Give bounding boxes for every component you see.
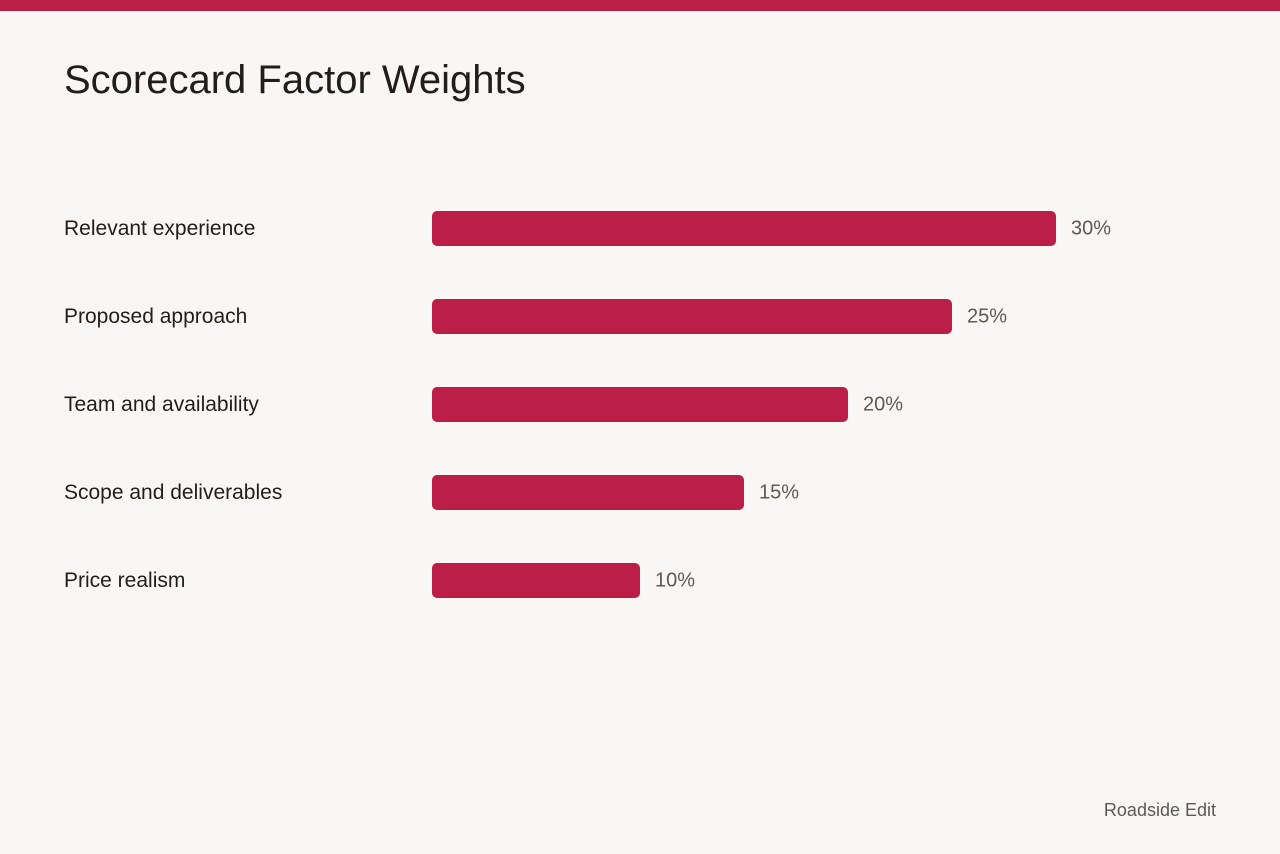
- bar: [432, 475, 744, 510]
- category-label: Team and availability: [64, 393, 259, 416]
- bar: [432, 387, 848, 422]
- value-label: 20%: [863, 394, 903, 416]
- category-label: Price realism: [64, 569, 185, 592]
- category-label: Scope and deliverables: [64, 481, 282, 504]
- bar: [432, 211, 1056, 246]
- bar: [432, 299, 952, 334]
- bar: [432, 563, 640, 598]
- top-accent-bar: [0, 0, 1280, 11]
- category-label: Relevant experience: [64, 217, 255, 240]
- value-label: 10%: [655, 570, 695, 592]
- footer-credit: Roadside Edit: [1103, 800, 1216, 820]
- value-label: 25%: [967, 306, 1007, 328]
- value-label: 30%: [1071, 218, 1111, 240]
- value-label: 15%: [759, 482, 799, 504]
- category-label: Proposed approach: [64, 305, 247, 328]
- chart-title: Scorecard Factor Weights: [64, 58, 526, 102]
